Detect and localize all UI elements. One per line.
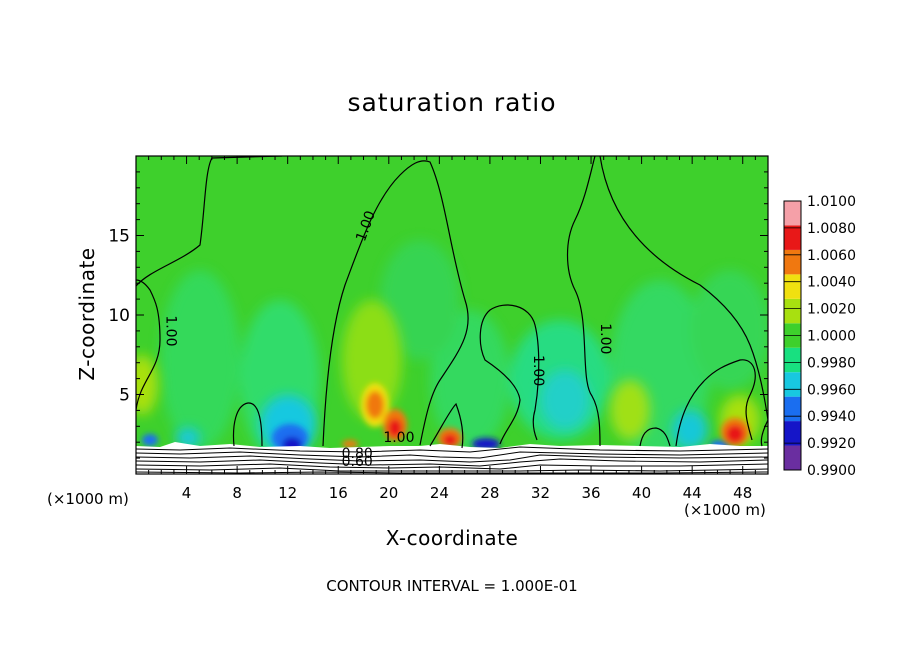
x-tick-label: 32 [531,484,550,502]
contour-label: 1.00 [530,355,546,386]
terrain-contours [136,446,768,474]
colorbar-swatch [784,298,801,324]
contour-label: 0.60 [342,454,373,470]
x-tick-label: 12 [278,484,297,502]
contour-label: 1.00 [597,323,613,354]
colorbar-swatch [784,347,801,373]
colorbar-swatch [784,372,801,397]
colorbar-label: 1.0080 [807,221,856,237]
colorbar-swatch [784,445,801,470]
colorbar-swatch [784,274,801,299]
colorbar-swatch [784,249,801,275]
colorbar-swatch [784,396,801,422]
colorbar-label: 1.0060 [807,248,856,264]
x-tick-label: 16 [329,484,348,502]
colorbar-label: 0.9980 [807,355,856,371]
colorbar-label: 0.9920 [807,436,856,452]
saturation-contours [136,156,768,449]
colorbar-swatch [784,201,801,226]
x-tick-label: 44 [683,484,702,502]
contour-label: 1.00 [162,315,178,346]
colorbar: 0.9900 0.9920 0.9940 0.9960 0.9980 1.0000 1.00… [783,194,856,479]
colorbar-label: 0.9900 [807,463,856,479]
x-tick-label: 4 [182,484,192,502]
y-tick-label: 15 [108,227,130,247]
colorbar-label: 1.0100 [807,194,856,210]
contour-labels: 1.001.001.001.001.000.800.60 [162,209,613,470]
y-axis-ticks: 5 10 15 [108,171,768,459]
x-tick-label: 48 [733,484,752,502]
x-tick-label: 24 [430,484,449,502]
x-axis-label: X-coordinate [385,526,519,550]
colorbar-label: 1.0000 [807,329,856,345]
colorbar-label: 0.9960 [807,382,856,398]
heatmap-field: 1.001.001.001.001.000.800.60 [136,156,768,474]
x-tick-label: 36 [581,484,600,502]
colorbar-swatch [784,421,801,446]
colorbar-label: 1.0020 [807,302,856,318]
contour-label: 0.80 [342,446,373,462]
x-unit-label-left: (×1000 m) [47,490,129,508]
x-tick-label: 20 [379,484,398,502]
contour-label: 1.00 [383,430,414,446]
x-tick-label: 8 [232,484,242,502]
contour-interval-note: CONTOUR INTERVAL = 1.000E-01 [326,577,578,595]
y-tick-label: 10 [108,306,130,326]
colorbar-label: 0.9940 [807,409,856,425]
x-axis-ticks: 4 8 12 16 20 24 28 32 36 40 44 48 [148,156,756,502]
colorbar-label: 1.0040 [807,275,856,291]
chart-title: saturation ratio [347,88,557,117]
colorbar-swatch [784,225,801,250]
x-tick-label: 28 [480,484,499,502]
y-tick-label: 5 [119,386,130,406]
x-unit-label-right: (×1000 m) [684,501,766,519]
x-tick-label: 40 [632,484,651,502]
